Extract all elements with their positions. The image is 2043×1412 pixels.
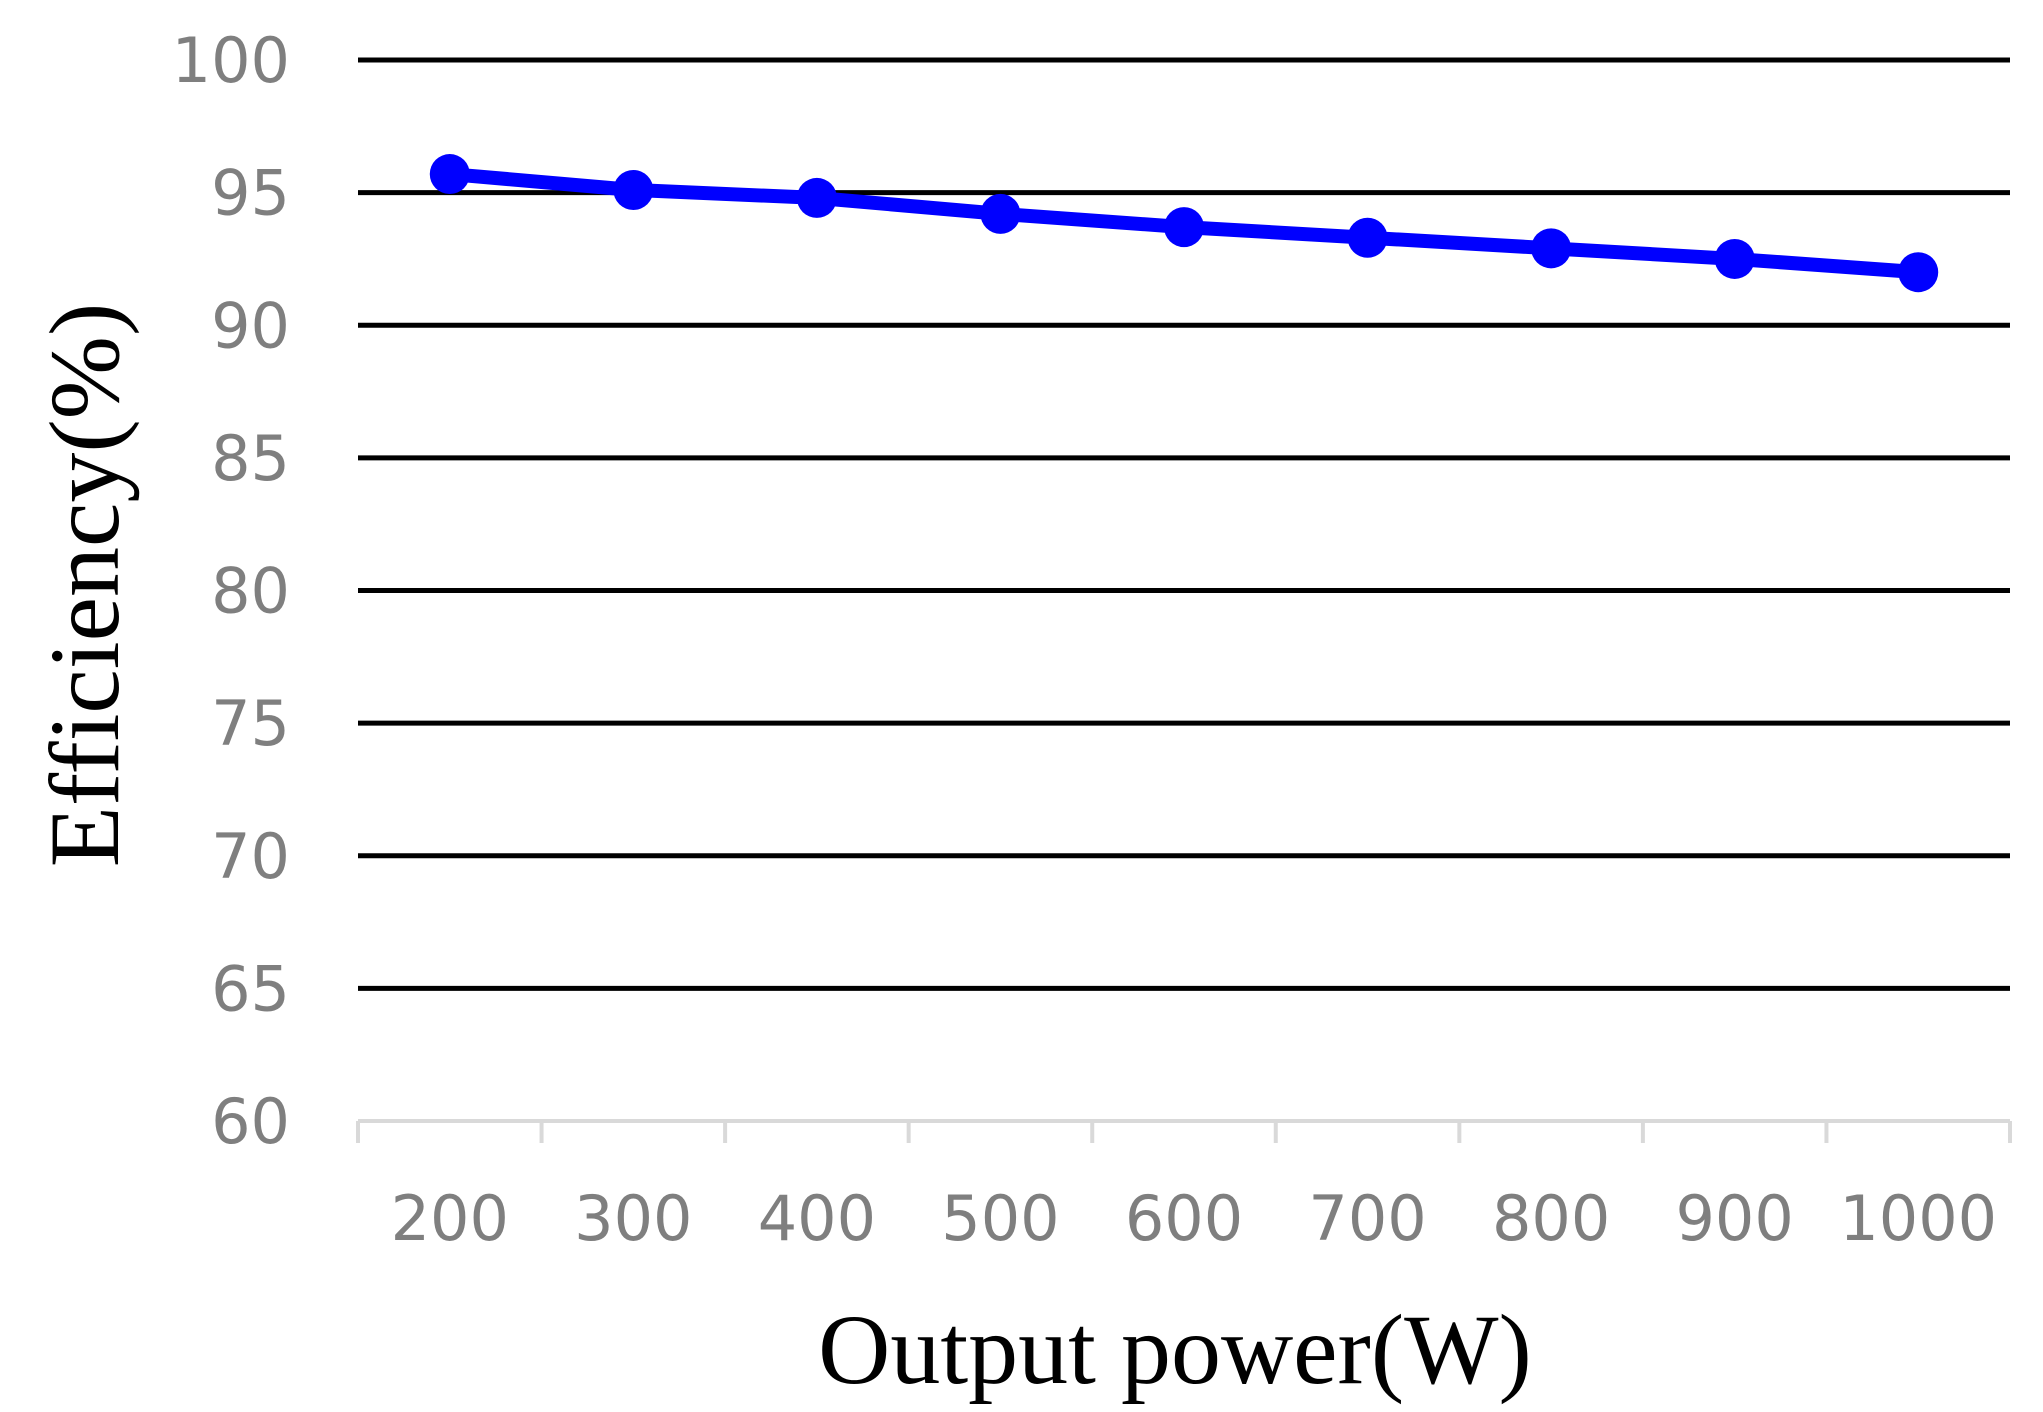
x-tick-label: 500 — [941, 1182, 1059, 1255]
x-tick-label: 200 — [391, 1182, 509, 1255]
x-tick-label: 1000 — [1839, 1182, 1997, 1255]
data-point — [429, 154, 470, 195]
data-point — [1347, 217, 1388, 258]
data-point — [980, 193, 1021, 234]
data-point — [796, 177, 837, 218]
x-tick-label: 800 — [1492, 1182, 1610, 1255]
x-tick-label: 700 — [1308, 1182, 1426, 1255]
y-tick-label: 95 — [211, 157, 290, 230]
data-point — [1164, 207, 1204, 248]
gridlines — [358, 57, 2010, 991]
y-axis-title: Efficiency(%) — [29, 303, 140, 868]
x-tick-label: 900 — [1675, 1182, 1793, 1255]
x-tick-labels: 200 300 400 500 600 700 800 900 1000 — [391, 1182, 1998, 1255]
x-axis-title: Output power(W) — [818, 1294, 1532, 1405]
x-tick-label: 300 — [574, 1182, 692, 1255]
data-point — [613, 169, 654, 210]
x-tick-label: 600 — [1125, 1182, 1243, 1255]
y-tick-label: 60 — [211, 1085, 290, 1158]
y-tick-label: 80 — [211, 555, 290, 628]
x-axis — [356, 1119, 2012, 1143]
y-tick-label: 85 — [211, 422, 290, 495]
y-tick-label: 70 — [211, 820, 290, 893]
y-tick-label: 65 — [211, 952, 290, 1025]
data-point — [1714, 238, 1755, 279]
series-layer — [429, 154, 1939, 293]
y-tick-label: 90 — [211, 289, 290, 362]
data-point — [1898, 252, 1939, 293]
x-tick-label: 400 — [758, 1182, 876, 1255]
data-point — [1531, 228, 1572, 269]
y-tick-label: 75 — [211, 687, 290, 760]
y-tick-label: 100 — [172, 24, 290, 97]
y-tick-labels: 60 65 70 75 80 85 90 95 100 — [172, 24, 290, 1158]
